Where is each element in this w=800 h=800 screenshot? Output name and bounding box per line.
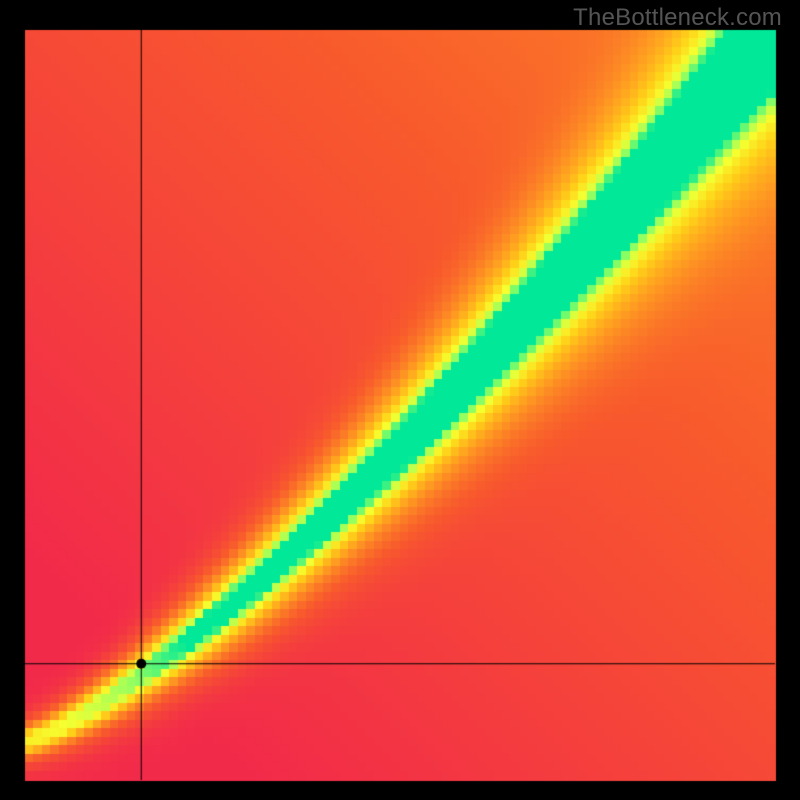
watermark-text: TheBottleneck.com [573, 4, 782, 32]
chart-container: TheBottleneck.com [0, 0, 800, 800]
heatmap-canvas [0, 0, 800, 800]
